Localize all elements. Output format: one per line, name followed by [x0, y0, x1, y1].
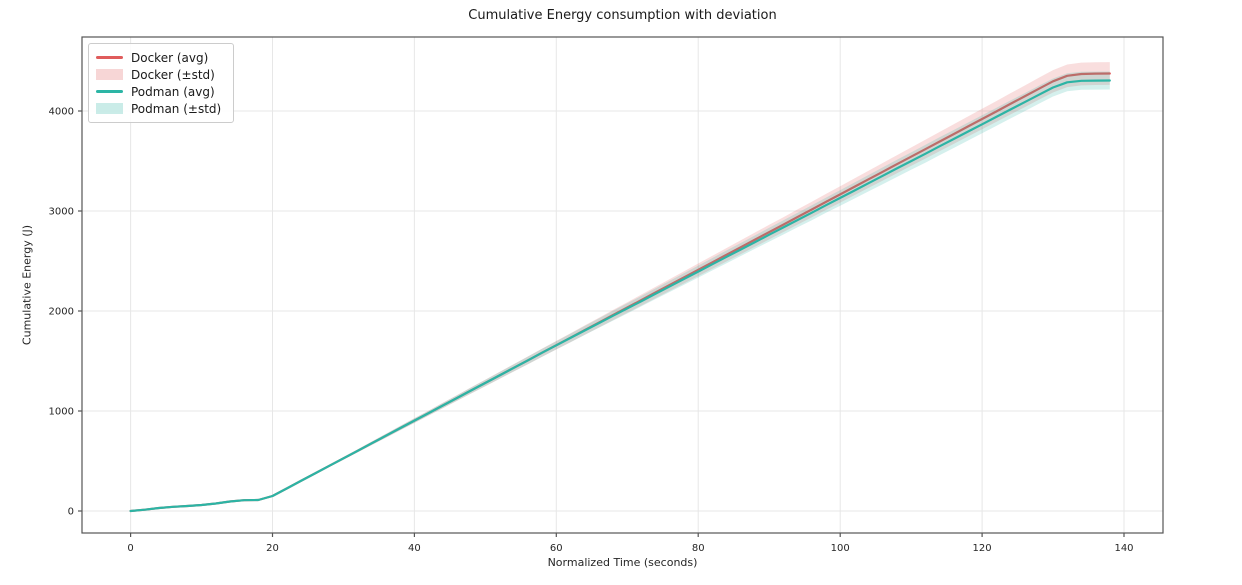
legend-item: Podman (avg): [96, 83, 225, 100]
legend: Docker (avg) Docker (±std) Podman (avg) Pod…: [88, 43, 234, 123]
legend-fill-swatch: [96, 103, 123, 114]
x-tick-label: 100: [831, 543, 850, 554]
legend-item: Docker (avg): [96, 49, 225, 66]
x-tick-label: 0: [127, 543, 133, 554]
ticks: 0 20 40 60 80 100 120 140 0 1000 2000 3000 4000: [49, 107, 1134, 555]
legend-line-swatch: [96, 90, 123, 93]
legend-label: Podman (±std): [131, 101, 222, 116]
legend-label: Podman (avg): [131, 84, 215, 99]
legend-item: Podman (±std): [96, 100, 225, 117]
x-tick-label: 40: [408, 543, 421, 554]
legend-line-swatch: [96, 56, 123, 59]
y-tick-label: 1000: [49, 407, 74, 418]
y-tick-label: 0: [68, 507, 74, 518]
x-axis-label: Normalized Time (seconds): [547, 556, 698, 569]
x-tick-label: 80: [692, 543, 705, 554]
y-tick-label: 3000: [49, 207, 74, 218]
legend-label: Docker (avg): [131, 50, 209, 65]
axes-spines: [81, 36, 1164, 534]
x-tick-label: 20: [266, 543, 279, 554]
x-tick-label: 140: [1114, 543, 1133, 554]
legend-label: Docker (±std): [131, 67, 215, 82]
y-axis-label: Cumulative Energy (J): [20, 224, 34, 346]
chart-title: Cumulative Energy consumption with devia…: [468, 8, 777, 23]
x-tick-label: 60: [550, 543, 563, 554]
legend-fill-swatch: [96, 69, 123, 80]
series-group: [129, 62, 1111, 513]
docker-std-band: [130, 62, 1110, 512]
y-tick-label: 2000: [49, 307, 74, 318]
x-tick-label: 120: [973, 543, 992, 554]
podman-avg-line: [129, 79, 1111, 513]
grid: [82, 37, 1163, 533]
podman-std-band: [130, 71, 1110, 512]
legend-item: Docker (±std): [96, 66, 225, 83]
y-tick-label: 4000: [49, 107, 74, 118]
